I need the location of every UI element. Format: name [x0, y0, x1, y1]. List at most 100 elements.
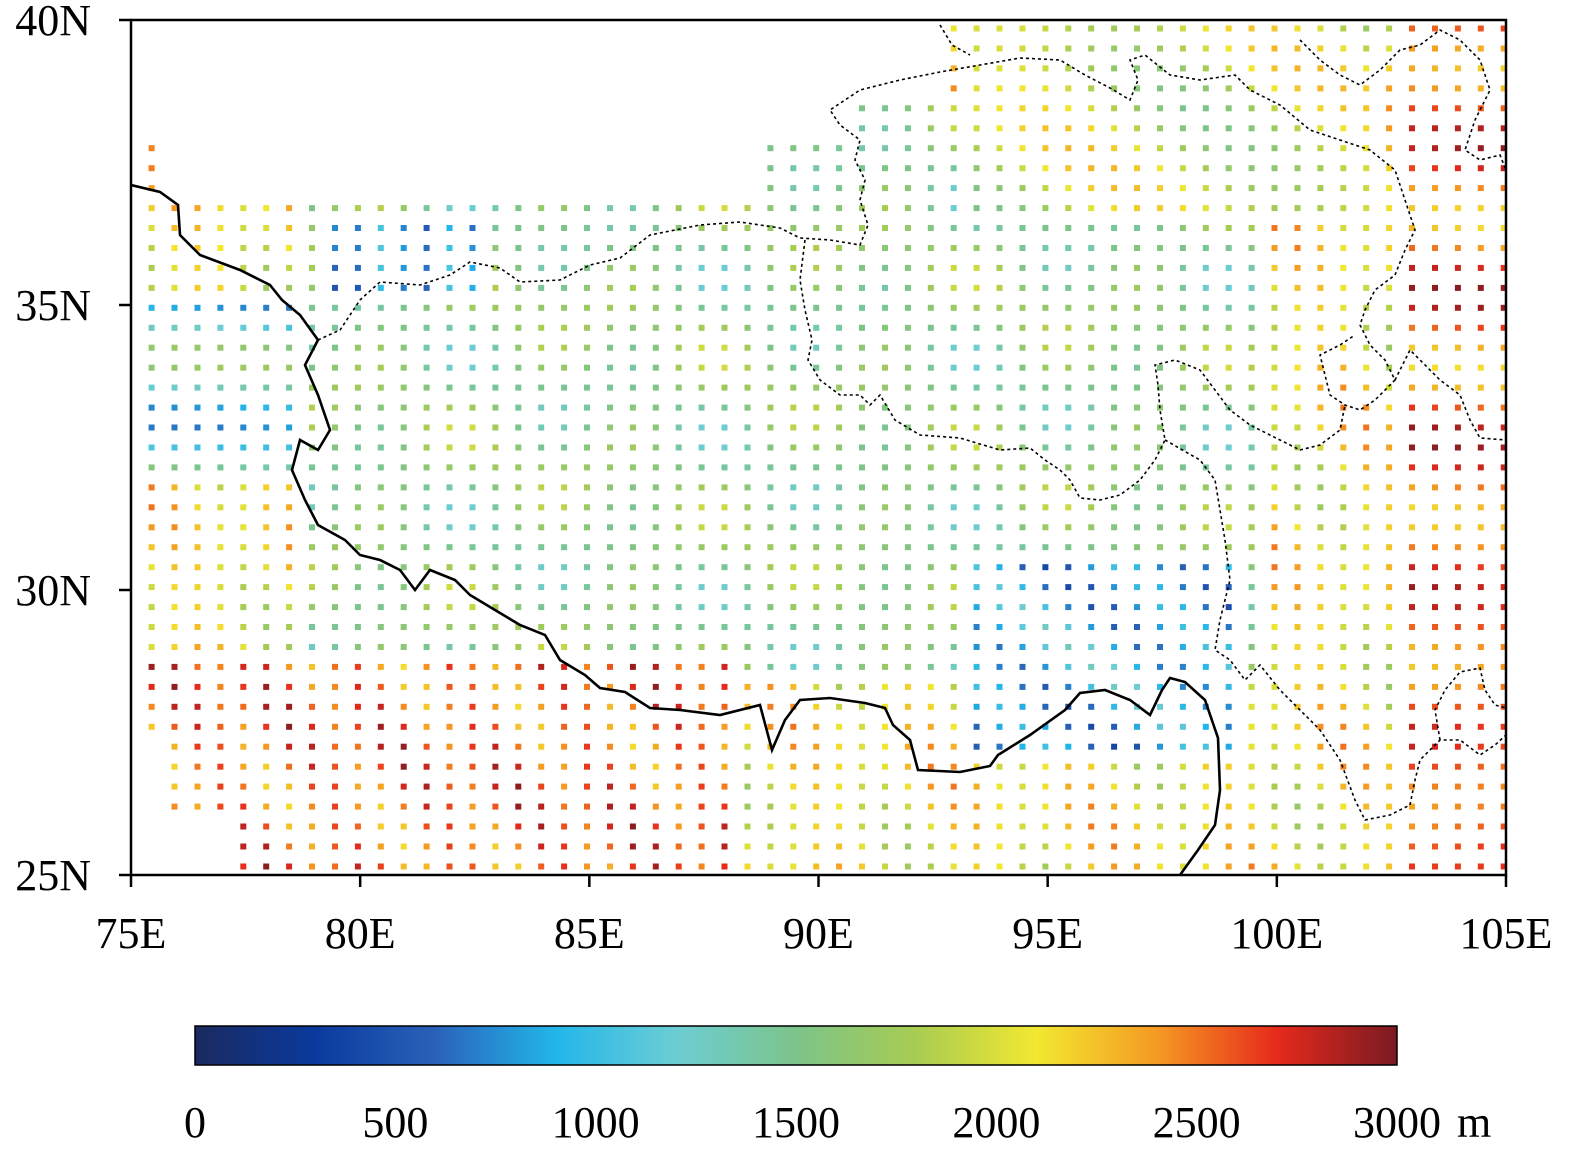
- grid-point: [217, 803, 224, 810]
- grid-point: [286, 344, 293, 351]
- grid-point: [332, 703, 338, 710]
- grid-point: [1432, 663, 1438, 670]
- grid-point: [561, 743, 568, 750]
- grid-point: [813, 624, 820, 630]
- grid-point: [1363, 564, 1370, 571]
- grid-point: [217, 663, 224, 670]
- grid-point: [515, 644, 522, 650]
- grid-point: [996, 25, 1003, 32]
- grid-point: [1248, 703, 1255, 710]
- grid-point: [1271, 644, 1278, 650]
- grid-point: [1500, 364, 1506, 371]
- grid-point: [1225, 823, 1232, 830]
- grid-point: [469, 524, 476, 531]
- grid-point: [1454, 404, 1461, 411]
- grid-point: [217, 584, 224, 591]
- grid-point: [1454, 663, 1461, 670]
- grid-point: [240, 644, 247, 650]
- grid-point: [171, 245, 178, 251]
- grid-point: [148, 165, 155, 172]
- grid-point: [1363, 205, 1370, 212]
- grid-point: [194, 584, 201, 591]
- grid-point: [973, 663, 980, 670]
- grid-point: [148, 185, 155, 192]
- colorbar-tick-label: 2000: [952, 1098, 1040, 1147]
- grid-point: [1157, 284, 1163, 291]
- grid-point: [1248, 424, 1255, 431]
- grid-point: [1157, 604, 1163, 611]
- grid-point: [1340, 504, 1347, 511]
- grid-point: [1386, 25, 1393, 32]
- grid-point: [652, 604, 659, 611]
- grid-point: [607, 424, 613, 431]
- grid-point: [790, 284, 797, 291]
- grid-point: [1294, 125, 1301, 132]
- grid-point: [950, 663, 957, 670]
- grid-point: [1042, 85, 1049, 92]
- grid-point: [1386, 185, 1393, 192]
- grid-point: [652, 544, 659, 551]
- grid-point: [515, 683, 522, 690]
- grid-point: [1134, 145, 1140, 152]
- grid-point: [698, 424, 705, 431]
- grid-point: [1065, 763, 1072, 770]
- grid-point: [194, 663, 201, 670]
- x-tick-label: 80E: [325, 909, 396, 958]
- grid-point: [675, 863, 682, 870]
- grid-point: [148, 205, 155, 212]
- grid-point: [1202, 125, 1209, 132]
- grid-point: [423, 444, 430, 451]
- grid-point: [859, 464, 865, 471]
- grid-point: [721, 424, 728, 431]
- grid-point: [240, 284, 247, 291]
- grid-point: [171, 364, 178, 371]
- grid-point: [309, 464, 315, 471]
- grid-point: [698, 823, 705, 830]
- grid-point: [1477, 624, 1484, 630]
- grid-point: [904, 504, 911, 511]
- grid-point: [377, 245, 384, 251]
- grid-point: [1157, 85, 1163, 92]
- grid-point: [332, 324, 338, 331]
- grid-point: [561, 464, 568, 471]
- grid-point: [1088, 464, 1095, 471]
- grid-point: [1409, 284, 1415, 291]
- grid-point: [400, 245, 407, 251]
- grid-point: [469, 484, 476, 491]
- grid-point: [973, 25, 980, 32]
- grid-point: [561, 324, 568, 331]
- grid-point: [744, 564, 751, 571]
- grid-point: [744, 384, 751, 391]
- grid-point: [767, 185, 774, 192]
- grid-point: [469, 424, 476, 431]
- grid-point: [904, 544, 911, 551]
- grid-point: [859, 524, 865, 531]
- grid-point: [629, 504, 636, 511]
- grid-point: [882, 524, 888, 531]
- grid-point: [1248, 85, 1255, 92]
- grid-point: [217, 504, 224, 511]
- grid-point: [1065, 723, 1072, 730]
- grid-point: [973, 544, 980, 551]
- grid-point: [446, 743, 453, 750]
- grid-point: [1202, 544, 1209, 551]
- grid-point: [1477, 863, 1484, 870]
- grid-point: [1179, 264, 1186, 271]
- grid-point: [1500, 225, 1506, 231]
- grid-point: [927, 723, 934, 730]
- grid-point: [217, 524, 224, 531]
- grid-point: [882, 564, 888, 571]
- grid-point: [1157, 264, 1163, 271]
- grid-point: [996, 544, 1003, 551]
- grid-point: [1294, 364, 1301, 371]
- grid-point: [882, 803, 888, 810]
- grid-point: [1477, 843, 1484, 850]
- grid-point: [744, 604, 751, 611]
- grid-point: [790, 324, 797, 331]
- grid-point: [1317, 863, 1324, 870]
- grid-point: [561, 604, 568, 611]
- grid-point: [561, 544, 568, 551]
- grid-point: [1363, 584, 1370, 591]
- grid-point: [217, 284, 224, 291]
- grid-point: [721, 544, 728, 551]
